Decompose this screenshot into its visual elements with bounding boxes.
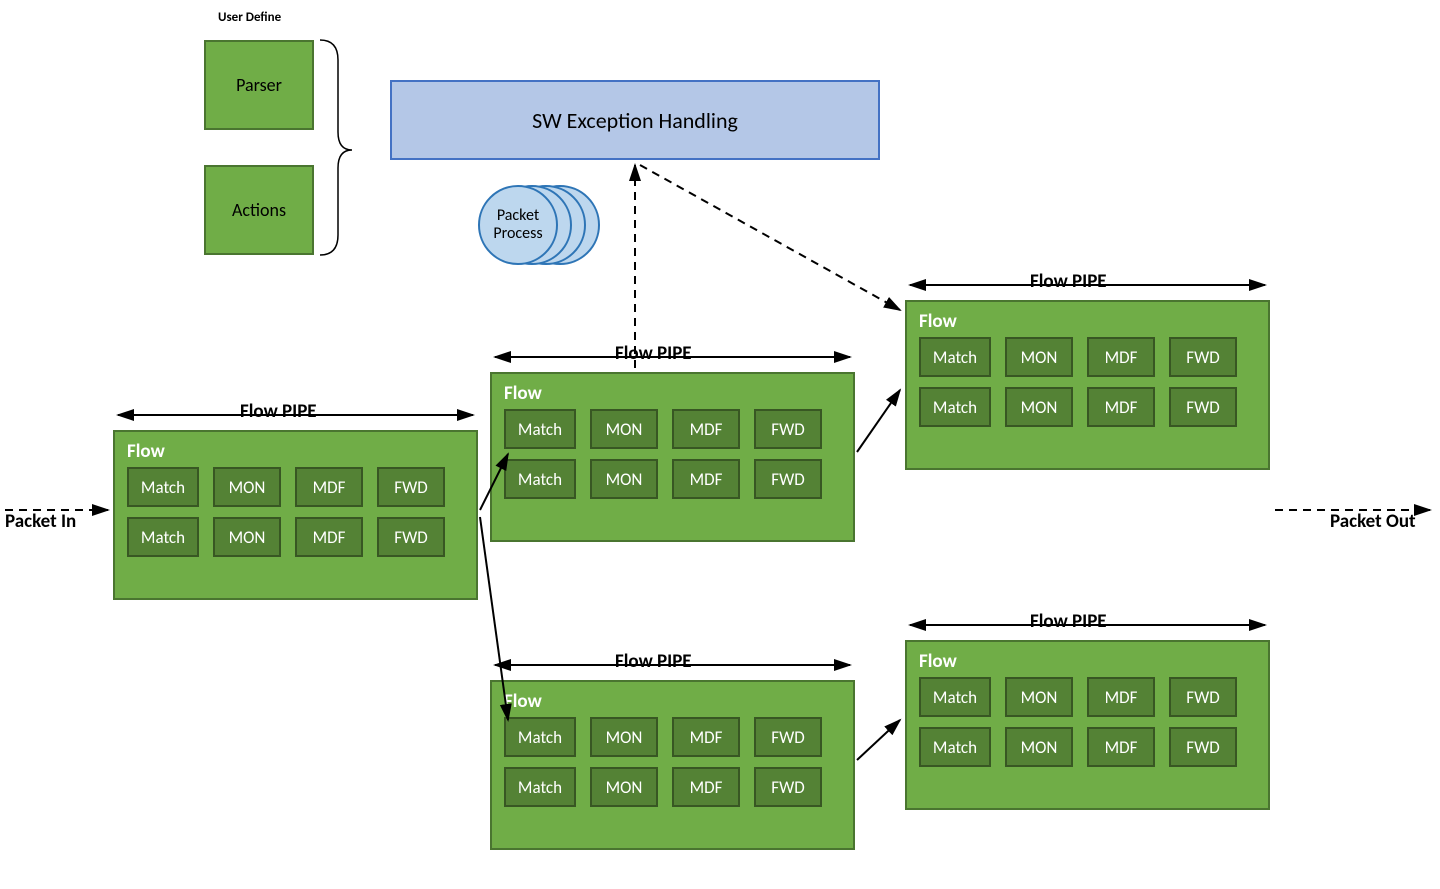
- flow-pipe-header: Flow PIPE: [615, 650, 692, 673]
- flow-cell-match: Match: [919, 337, 991, 377]
- flow-cell-fwd: FWD: [377, 467, 445, 507]
- flow-label: Flow: [919, 310, 1256, 333]
- packet-in-label: Packet In: [5, 510, 76, 533]
- flow-cell-mdf: MDF: [1087, 337, 1155, 377]
- flow-cell-mon: MON: [590, 767, 658, 807]
- flow-cell-mdf: MDF: [295, 467, 363, 507]
- flow-cell-mon: MON: [1005, 677, 1073, 717]
- flow-cell-fwd: FWD: [754, 717, 822, 757]
- flow-pipe: Flow Match MON MDF FWD Match MON MDF FWD: [490, 680, 855, 850]
- flow-cell-mdf: MDF: [1087, 727, 1155, 767]
- flow-cell-mdf: MDF: [672, 409, 740, 449]
- flow-cell-fwd: FWD: [1169, 727, 1237, 767]
- flow-cell-match: Match: [504, 767, 576, 807]
- flow-pipe: Flow Match MON MDF FWD Match MON MDF FWD: [490, 372, 855, 542]
- flow-cell-mdf: MDF: [1087, 677, 1155, 717]
- flow-cell-match: Match: [504, 409, 576, 449]
- flow-cell-mdf: MDF: [672, 767, 740, 807]
- flow-cell-mdf: MDF: [295, 517, 363, 557]
- flow-cell-fwd: FWD: [754, 459, 822, 499]
- flow-cell-mon: MON: [590, 409, 658, 449]
- flow-pipe-header: Flow PIPE: [240, 400, 317, 423]
- flow-cell-mon: MON: [213, 467, 281, 507]
- flow-cell-mdf: MDF: [672, 717, 740, 757]
- flow-cell-match: Match: [919, 387, 991, 427]
- sw-exception-box: SW Exception Handling: [390, 80, 880, 160]
- flow-cell-mon: MON: [1005, 337, 1073, 377]
- flow-cell-mon: MON: [590, 717, 658, 757]
- user-define-label: User Define: [218, 10, 281, 25]
- flow-cell-mon: MON: [590, 459, 658, 499]
- flow-cell-fwd: FWD: [377, 517, 445, 557]
- flow-cell-match: Match: [504, 717, 576, 757]
- flow-cell-match: Match: [127, 467, 199, 507]
- flow-pipe: Flow Match MON MDF FWD Match MON MDF FWD: [905, 640, 1270, 810]
- flow-cell-fwd: FWD: [1169, 387, 1237, 427]
- packet-out-label: Packet Out: [1330, 510, 1416, 533]
- flow-cell-match: Match: [919, 727, 991, 767]
- flow-cell-mon: MON: [1005, 387, 1073, 427]
- flow-cell-mon: MON: [1005, 727, 1073, 767]
- flow-cell-match: Match: [127, 517, 199, 557]
- flow-cell-mdf: MDF: [672, 459, 740, 499]
- flow-pipe-header: Flow PIPE: [1030, 610, 1107, 633]
- flow-pipe: Flow Match MON MDF FWD Match MON MDF FWD: [113, 430, 478, 600]
- flow-label: Flow: [504, 690, 841, 713]
- flow-pipe: Flow Match MON MDF FWD Match MON MDF FWD: [905, 300, 1270, 470]
- flow-cell-mdf: MDF: [1087, 387, 1155, 427]
- flow-cell-mon: MON: [213, 517, 281, 557]
- flow-cell-fwd: FWD: [1169, 677, 1237, 717]
- flow-cell-fwd: FWD: [754, 767, 822, 807]
- flow-label: Flow: [127, 440, 464, 463]
- packet-process-stack: Packet Process: [478, 185, 600, 265]
- packet-process-label: Packet Process: [478, 207, 558, 242]
- flow-cell-match: Match: [504, 459, 576, 499]
- flow-cell-match: Match: [919, 677, 991, 717]
- flow-pipe-header: Flow PIPE: [1030, 270, 1107, 293]
- actions-box: Actions: [204, 165, 314, 255]
- flow-label: Flow: [504, 382, 841, 405]
- flow-label: Flow: [919, 650, 1256, 673]
- flow-pipe-header: Flow PIPE: [615, 342, 692, 365]
- parser-box: Parser: [204, 40, 314, 130]
- flow-cell-fwd: FWD: [754, 409, 822, 449]
- flow-cell-fwd: FWD: [1169, 337, 1237, 377]
